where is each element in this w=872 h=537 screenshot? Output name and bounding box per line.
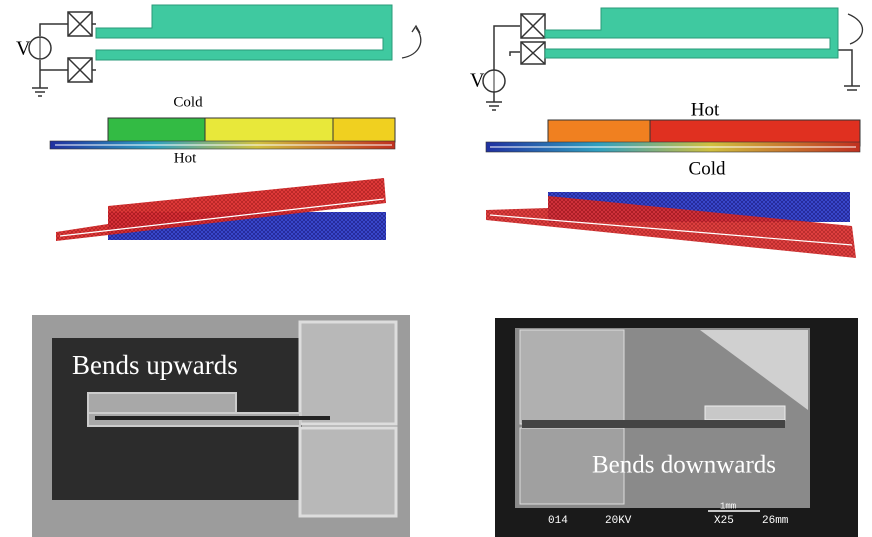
source-label: V xyxy=(470,70,485,92)
sem-voltage: 20KV xyxy=(605,515,632,527)
bottom-label: Hot xyxy=(174,150,197,166)
sem-code: 014 xyxy=(548,515,568,527)
bottom-label: Cold xyxy=(689,158,726,179)
left-thermal: Cold Hot xyxy=(50,94,395,166)
top-label: Hot xyxy=(691,99,720,120)
left-mesh xyxy=(56,178,386,241)
right-photo: Bends downwards 1mm 014 20KV X25 26mm xyxy=(495,318,858,537)
photo-caption: Bends upwards xyxy=(72,350,238,380)
photo-caption: Bends downwards xyxy=(592,452,776,479)
sem-magnification: X25 xyxy=(714,515,734,527)
left-photo: Bends upwards xyxy=(32,315,410,537)
left-circuit: V xyxy=(16,5,421,96)
right-thermal: Hot Cold xyxy=(486,99,860,179)
source-label: V xyxy=(16,38,31,60)
right-mesh xyxy=(486,192,856,258)
right-circuit: V xyxy=(470,8,863,110)
top-label: Cold xyxy=(173,94,203,110)
sem-distance: 26mm xyxy=(762,515,789,527)
figure: V Cold Hot V Hot xyxy=(0,0,872,537)
sem-scale: 1mm xyxy=(720,501,736,511)
